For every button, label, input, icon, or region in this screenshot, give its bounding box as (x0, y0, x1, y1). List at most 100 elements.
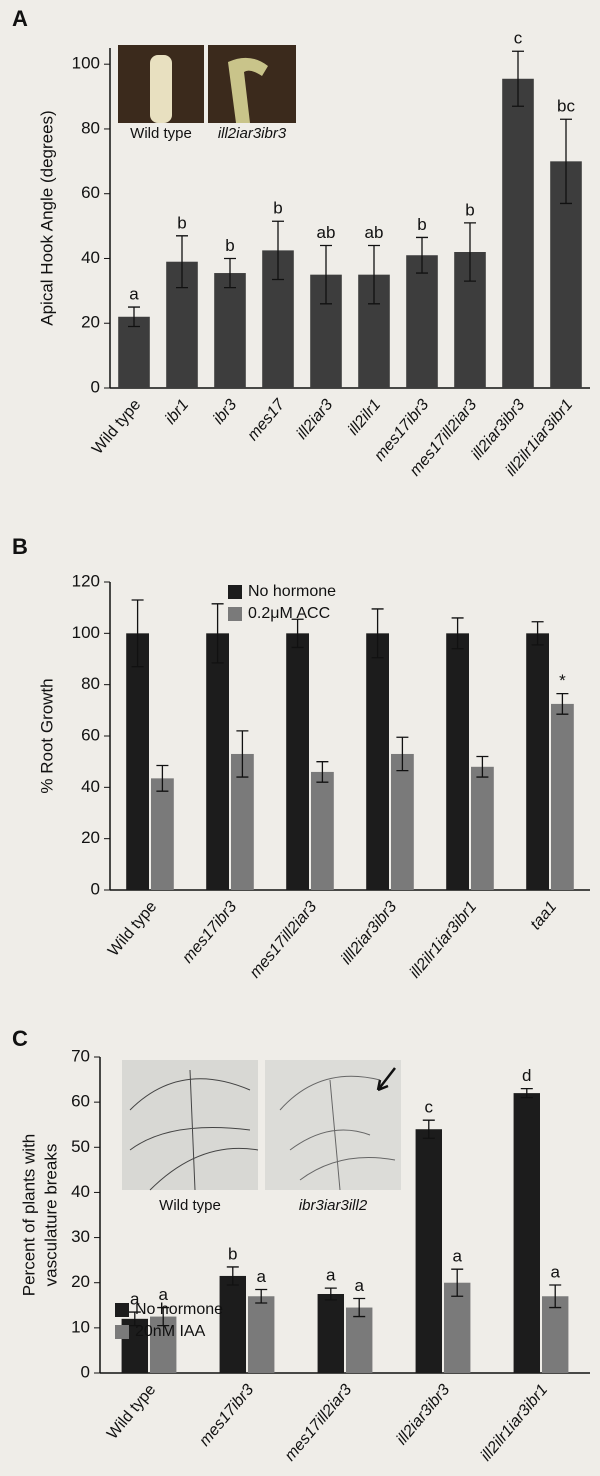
y-tick-label: 20 (81, 828, 100, 847)
significance-label: d (522, 1066, 531, 1085)
significance-label: a (354, 1276, 364, 1295)
error-bar (291, 618, 304, 649)
bar (317, 1294, 344, 1373)
x-tick-label: mes17ill2iar3 (247, 898, 321, 981)
significance-label: a (130, 1290, 140, 1309)
significance-label: b (417, 215, 426, 234)
bar (286, 633, 309, 890)
bar (118, 316, 150, 388)
bar (542, 1296, 569, 1373)
inset-seedling (150, 55, 172, 123)
significance-label: a (452, 1247, 462, 1266)
inset-caption: Wild type (130, 125, 192, 142)
significance-label: c (514, 29, 523, 48)
x-tick-label: ill2ilr1iar3ibr1 (478, 1381, 552, 1464)
inset-arrow (376, 1067, 396, 1092)
error-bar (549, 1284, 562, 1309)
significance-label: b (225, 236, 234, 255)
bar (502, 78, 534, 388)
x-tick-label: mes17 (244, 396, 289, 445)
bar (415, 1129, 442, 1373)
error-bar (157, 1306, 170, 1327)
x-tick-label: ill2iar3ibr3 (393, 1381, 453, 1448)
significance-label: ab (365, 223, 384, 242)
bar (151, 778, 174, 890)
x-tick-label: Wild type (105, 898, 160, 959)
bar (214, 273, 246, 388)
significance-label: a (129, 285, 139, 304)
y-tick-label: 100 (72, 54, 100, 73)
y-axis-label: vasculature breaks (41, 1144, 60, 1287)
bar (311, 771, 334, 890)
y-tick-label: 60 (81, 725, 100, 744)
x-tick-label: ill2ilr1iar3ibr1 (407, 898, 481, 981)
error-bar (476, 755, 489, 778)
error-bar (128, 306, 140, 328)
inset-image (208, 45, 296, 123)
inset-veins (279, 1075, 396, 1191)
significance-label: ab (317, 223, 336, 242)
significance-label: b (228, 1244, 237, 1263)
error-bar (156, 764, 169, 792)
bar (471, 766, 494, 890)
error-bar (176, 235, 188, 289)
bar (248, 1296, 275, 1373)
y-tick-label: 60 (71, 1092, 90, 1111)
bar (513, 1093, 540, 1373)
x-tick-label: Wild type (89, 396, 144, 457)
legend-label: 20nM IAA (135, 1323, 206, 1340)
significance-label: c (425, 1098, 434, 1117)
x-tick-label: ibr3 (210, 396, 240, 427)
error-bar (512, 50, 524, 107)
error-bar (396, 736, 409, 772)
error-bar (272, 220, 284, 281)
bar (551, 703, 574, 890)
bar (446, 633, 469, 890)
x-tick-label: Wild type (104, 1381, 159, 1442)
error-bar (353, 1297, 366, 1318)
inset-veins (129, 1069, 259, 1191)
significance-label: a (158, 1285, 168, 1304)
error-bar (560, 118, 572, 205)
bar (444, 1282, 471, 1373)
x-tick-label: mes17ibr3 (196, 1381, 257, 1449)
y-tick-label: 80 (81, 674, 100, 693)
error-bar (451, 617, 464, 650)
bar (406, 255, 438, 388)
x-tick-label: illl2iar3ibr3 (338, 898, 400, 968)
y-tick-label: 30 (71, 1227, 90, 1246)
y-tick-label: 50 (71, 1137, 90, 1156)
y-axis-label: % Root Growth (37, 678, 56, 793)
error-bar (368, 244, 380, 305)
y-tick-label: 0 (81, 1362, 90, 1381)
y-tick-label: 0 (91, 377, 100, 396)
significance-label: a (326, 1266, 336, 1285)
legend-label: 0.2μM ACC (248, 605, 330, 622)
x-tick-label: mes17ibr3 (179, 898, 240, 966)
y-axis-label: Apical Hook Angle (degrees) (37, 110, 56, 325)
y-tick-label: 20 (81, 313, 100, 332)
significance-label: b (177, 213, 186, 232)
error-bar (464, 222, 476, 282)
inset-caption: ill2iar3ibr3 (218, 125, 287, 142)
error-bar (236, 730, 249, 778)
error-bar (451, 1268, 464, 1297)
error-bar (422, 1119, 435, 1139)
error-bar (211, 603, 224, 664)
bar (219, 1275, 246, 1373)
error-bar (416, 236, 428, 274)
legend-label: No hormone (248, 583, 336, 600)
y-tick-label: 100 (72, 623, 100, 642)
y-axis-label: Percent of plants with (19, 1134, 38, 1297)
bar (366, 633, 389, 890)
error-bar (320, 244, 332, 305)
inset-image (265, 1060, 401, 1190)
error-bar (131, 599, 144, 668)
significance-label: a (256, 1267, 266, 1286)
significance-label: bc (557, 97, 575, 116)
error-bar (128, 1311, 141, 1327)
y-tick-label: 0 (91, 879, 100, 898)
error-bar (316, 761, 329, 783)
bar (346, 1307, 373, 1373)
